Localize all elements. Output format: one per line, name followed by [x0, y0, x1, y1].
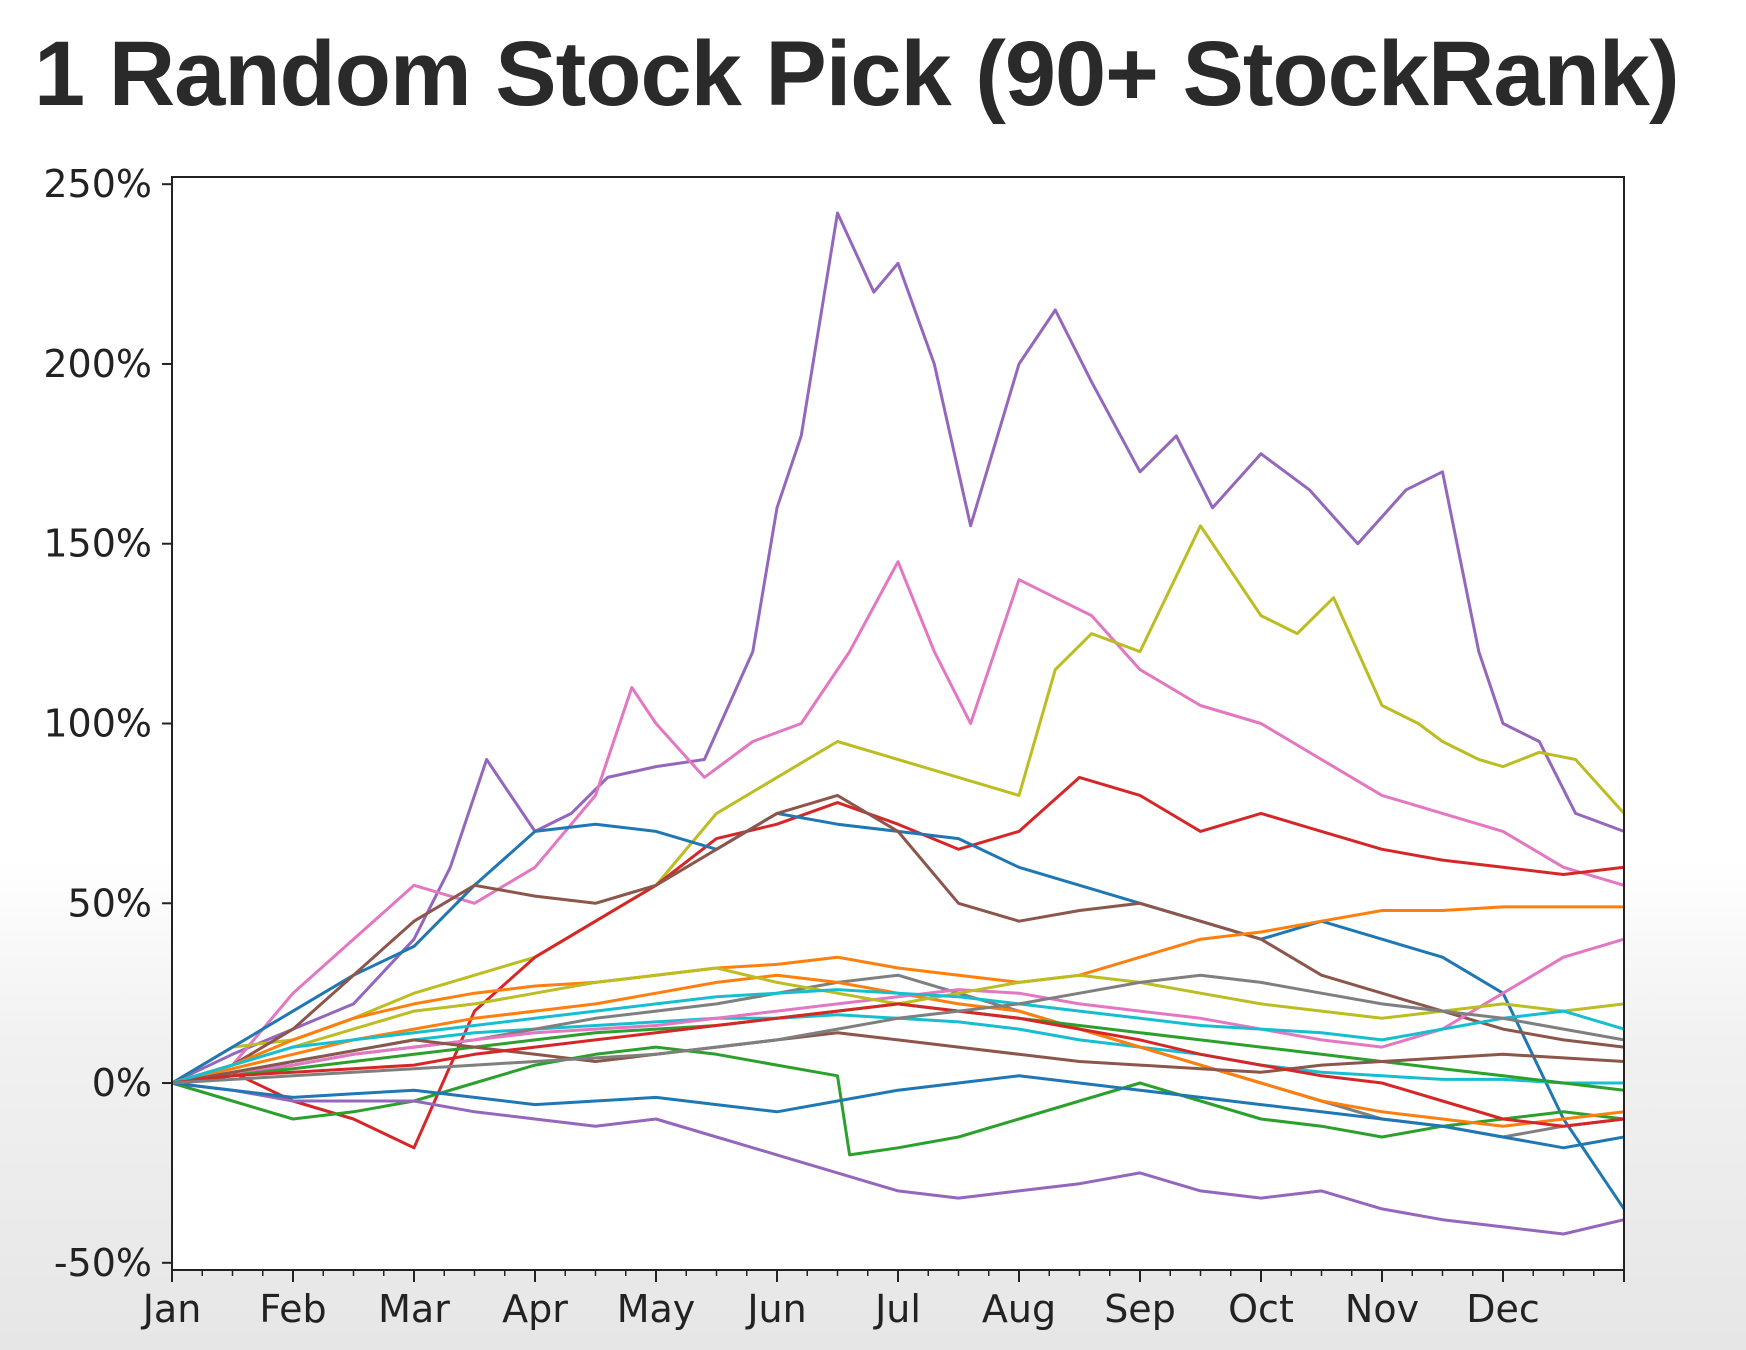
series-line-19 — [171, 1002, 1625, 1128]
series-line-3 — [171, 524, 1626, 1085]
x-tick-label: Feb — [259, 1287, 326, 1331]
x-tick-label: Aug — [982, 1287, 1056, 1331]
series-line-17 — [171, 988, 1625, 1085]
x-tick-label: Jan — [141, 1287, 202, 1331]
x-tick-label: Jun — [745, 1287, 806, 1331]
series-line-18 — [171, 1074, 1625, 1150]
x-tick-label: Mar — [378, 1287, 450, 1331]
series-line-9 — [171, 1045, 1625, 1157]
series-line-7 — [171, 905, 1624, 1085]
y-tick-label: 50% — [68, 881, 152, 925]
x-tick-label: Sep — [1104, 1287, 1176, 1331]
series-line-11 — [171, 1081, 1625, 1236]
y-tick-label: 0% — [92, 1061, 152, 1105]
plot-area — [172, 177, 1624, 1270]
y-axis: -50% 0% 50% 100% 150% 200% 250% — [43, 162, 172, 1285]
x-tick-label: Apr — [502, 1287, 568, 1331]
series-line-20 — [171, 973, 1625, 1085]
y-tick-label: 250% — [43, 162, 152, 206]
x-tick-label: Dec — [1466, 1287, 1540, 1331]
series-line-13 — [171, 937, 1625, 1085]
y-tick-label: -50% — [54, 1241, 152, 1285]
series-line-1 — [171, 211, 1625, 1085]
x-axis: Jan Feb Mar Apr May Jun Jul Aug Sep Oct Nov Dec — [141, 1270, 1625, 1331]
series-line-16 — [171, 1031, 1625, 1085]
x-tick-label: Jul — [873, 1287, 921, 1331]
y-tick-label: 150% — [43, 522, 152, 566]
x-tick-label: Oct — [1228, 1287, 1294, 1331]
x-tick-label: May — [617, 1287, 696, 1331]
x-tick-label: Nov — [1345, 1287, 1419, 1331]
chart-title: 1 Random Stock Pick (90+ StockRank) — [34, 23, 1680, 125]
y-tick-label: 100% — [43, 702, 152, 746]
series-lines — [171, 211, 1626, 1236]
series-line-6 — [171, 793, 1625, 1085]
y-tick-label: 200% — [43, 342, 152, 386]
series-line-4 — [171, 775, 1625, 1150]
